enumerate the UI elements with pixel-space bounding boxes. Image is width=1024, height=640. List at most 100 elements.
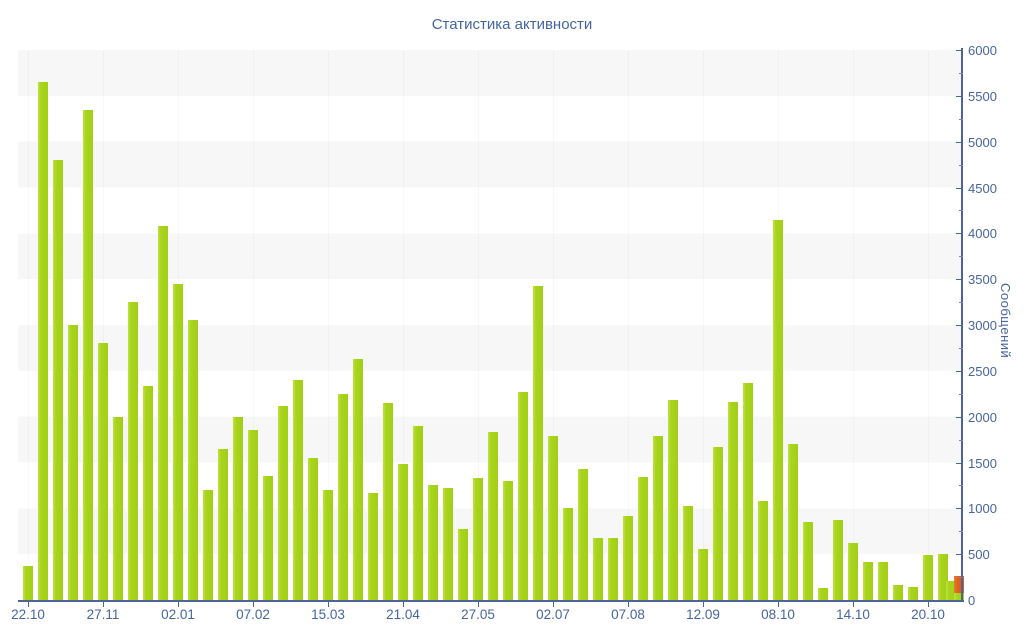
y-major-tick (956, 600, 963, 601)
y-minor-tick (959, 485, 963, 487)
bar (698, 548, 708, 600)
y-tick-label: 1500 (968, 455, 997, 471)
y-minor-tick (959, 210, 963, 212)
bar (638, 477, 648, 600)
x-tick-label: 02.01 (161, 607, 195, 622)
bar (593, 537, 603, 600)
bar (668, 400, 678, 600)
bar (353, 358, 363, 600)
bar (143, 386, 153, 600)
bar (278, 405, 288, 600)
vertical-gridline (28, 50, 29, 600)
x-tick (778, 602, 779, 607)
x-tick (628, 602, 629, 607)
x-axis-line (18, 600, 964, 602)
bar (368, 492, 378, 600)
bar (653, 435, 663, 600)
bar (68, 325, 78, 600)
bar (23, 566, 33, 600)
x-tick (403, 602, 404, 607)
x-tick (703, 602, 704, 607)
bar (608, 537, 618, 600)
bar (518, 391, 528, 600)
bar (233, 416, 243, 600)
current-bar (954, 575, 964, 593)
bar (878, 561, 888, 600)
y-minor-tick (959, 347, 963, 349)
y-major-tick (956, 462, 963, 464)
y-minor-tick (959, 302, 963, 304)
bar (173, 283, 183, 600)
bar (203, 490, 213, 600)
bar (113, 416, 123, 600)
y-major-tick (956, 95, 963, 97)
bar (413, 425, 423, 600)
y-tick-label: 0 (968, 593, 976, 608)
bar (38, 82, 48, 600)
bar (863, 562, 873, 600)
y-axis-title: Сообщений (998, 283, 1013, 359)
y-minor-tick (959, 256, 963, 258)
bar (833, 520, 843, 600)
y-minor-tick (959, 72, 963, 74)
vertical-gridline (103, 50, 104, 600)
bar (83, 109, 93, 600)
vertical-gridline (478, 50, 479, 600)
x-tick-label: 22.10 (11, 607, 45, 622)
y-major-tick (956, 325, 963, 326)
x-tick (253, 602, 254, 607)
bar (308, 457, 318, 600)
bar (623, 515, 633, 600)
x-tick-label: 27.05 (461, 607, 495, 622)
y-tick-label: 500 (968, 547, 990, 563)
y-major-tick (956, 370, 963, 372)
bar (128, 302, 138, 600)
x-tick-label: 07.02 (236, 607, 270, 622)
y-minor-tick (959, 577, 963, 579)
y-major-tick (956, 508, 963, 510)
y-major-tick (956, 233, 963, 235)
bar (158, 226, 168, 600)
y-minor-tick (959, 439, 963, 441)
x-tick-label: 02.07 (536, 607, 570, 622)
x-tick-label: 21.04 (386, 607, 420, 622)
plot-area (18, 50, 964, 600)
x-tick-label: 14.10 (836, 607, 870, 622)
y-minor-tick (959, 531, 963, 533)
bar (788, 444, 798, 600)
y-major-tick (956, 50, 963, 51)
bar (908, 587, 918, 600)
y-major-tick (956, 279, 963, 281)
y-tick-label: 3000 (968, 318, 997, 333)
x-tick-label: 27.11 (86, 607, 120, 622)
bar (248, 430, 258, 600)
bar (938, 554, 948, 600)
x-tick (178, 602, 179, 607)
bar (563, 508, 573, 600)
vertical-gridline (553, 50, 554, 600)
x-tick-label: 15.03 (311, 607, 345, 622)
y-tick-label: 2500 (968, 363, 997, 379)
x-tick (553, 602, 554, 607)
x-tick (853, 602, 854, 607)
y-tick-label: 5000 (968, 134, 997, 150)
vertical-gridline (928, 50, 929, 600)
chart-title: Статистика активности (431, 16, 593, 33)
y-tick-label: 5500 (968, 88, 997, 104)
y-tick-label: 3500 (968, 272, 997, 288)
bar (743, 382, 753, 600)
vertical-gridline (703, 50, 704, 600)
bar (98, 343, 108, 600)
bar (323, 490, 333, 600)
bar (338, 393, 348, 600)
bar (188, 320, 198, 600)
bar (503, 480, 513, 600)
bar (218, 448, 228, 600)
bar (428, 485, 438, 600)
bar (818, 588, 828, 600)
vertical-gridline (328, 50, 329, 600)
bar (728, 402, 738, 600)
y-minor-tick (959, 393, 963, 395)
x-tick (28, 602, 29, 607)
